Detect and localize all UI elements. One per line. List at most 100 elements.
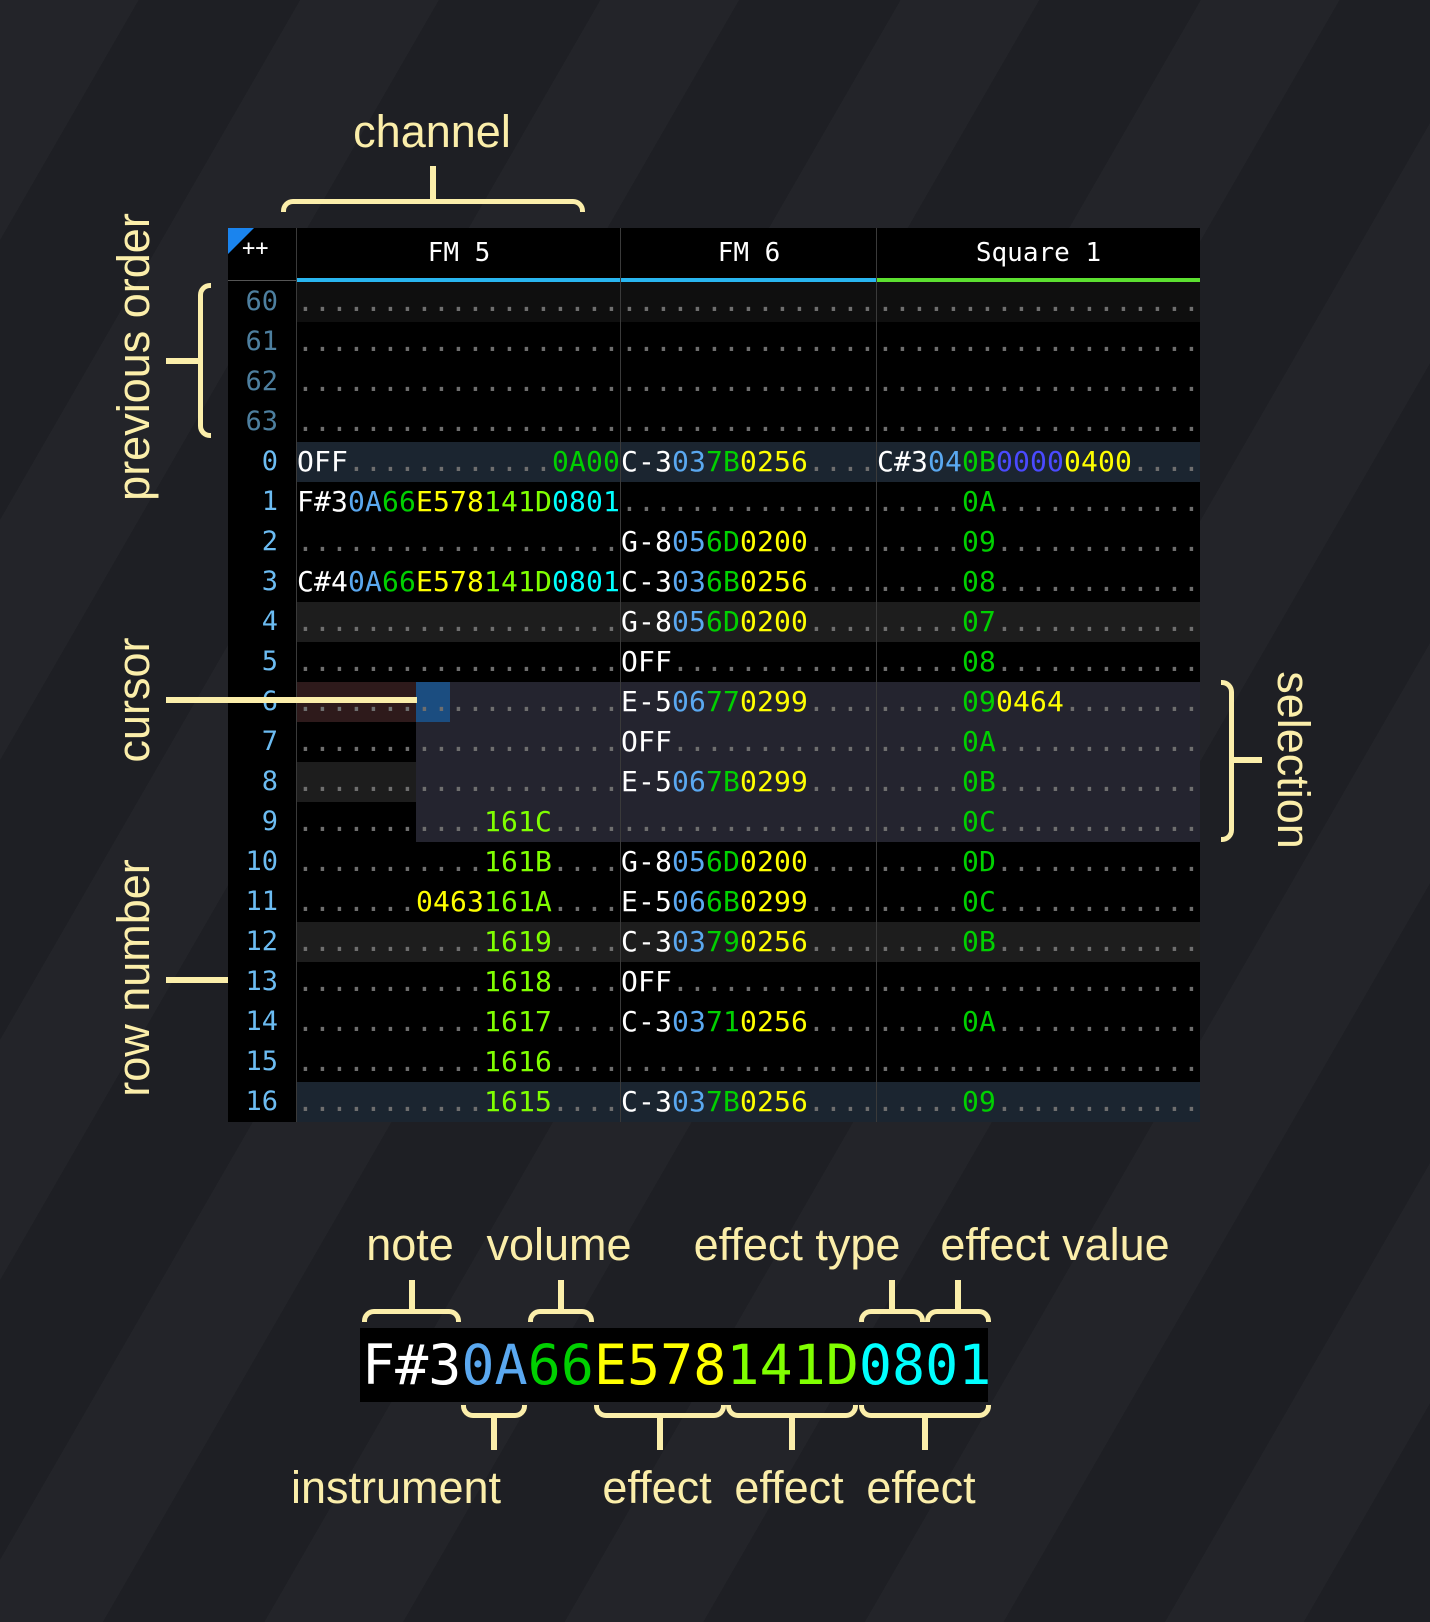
pattern-cell[interactable]: .....0D............ <box>877 842 1200 882</box>
pattern-row[interactable] <box>228 1082 1200 1122</box>
pattern-cell[interactable]: ................... <box>877 362 1200 402</box>
pattern-cell[interactable]: ................... <box>877 282 1200 322</box>
pattern-cell[interactable]: .....0A............ <box>877 722 1200 762</box>
pattern-cell[interactable]: ................... <box>297 402 620 442</box>
cell-char: D <box>535 565 552 598</box>
pattern-cell[interactable]: ................... <box>297 642 620 682</box>
pattern-cell[interactable]: ................... <box>877 402 1200 442</box>
pattern-cell[interactable]: .....09............ <box>877 1082 1200 1122</box>
cell-char: 1 <box>484 965 501 998</box>
pattern-cell[interactable]: OFF............ <box>621 722 876 762</box>
pattern-cell[interactable]: ................... <box>297 322 620 362</box>
cursor[interactable] <box>416 682 450 722</box>
pattern-cell[interactable]: C-303710256.... <box>621 1002 876 1042</box>
pattern-row[interactable] <box>228 602 1200 642</box>
pattern-cell[interactable]: E-5067B0299.... <box>621 762 876 802</box>
cell-char: D <box>723 605 740 638</box>
pattern-cell[interactable]: ................... <box>297 362 620 402</box>
pattern-cell[interactable]: ............... <box>621 322 876 362</box>
empty-dot: . <box>791 1045 808 1078</box>
pattern-cell[interactable]: G-8056D0200.... <box>621 602 876 642</box>
previous-order-bracket <box>198 283 211 438</box>
pattern-cell[interactable]: ...........1618.... <box>297 962 620 1002</box>
cell-char: 0 <box>791 605 808 638</box>
pattern-cell[interactable]: C-3037B0256.... <box>621 1082 876 1122</box>
pattern-cell[interactable]: .....0C............ <box>877 802 1200 842</box>
empty-dot: . <box>1081 565 1098 598</box>
pattern-cell[interactable]: ................... <box>297 722 620 762</box>
pattern-editor[interactable]: ++ FM 5 FM 6 Square 1 6 0................… <box>228 228 1200 1122</box>
cell-char: 0 <box>586 485 603 518</box>
pattern-cell[interactable]: ................... <box>297 522 620 562</box>
empty-dot: . <box>586 725 603 758</box>
empty-dot: . <box>706 725 723 758</box>
cell-char: F <box>655 645 672 678</box>
pattern-cell[interactable]: ............... <box>621 1042 876 1082</box>
pattern-cell[interactable]: OFF............0A00 <box>297 442 620 482</box>
pattern-cell[interactable]: .....0B............ <box>877 922 1200 962</box>
pattern-cell[interactable]: ...........1619.... <box>297 922 620 962</box>
empty-dot: . <box>314 925 331 958</box>
pattern-cell[interactable]: ............... <box>621 402 876 442</box>
pattern-cell[interactable]: .....08............ <box>877 642 1200 682</box>
pattern-cell[interactable]: E-5066B0299.... <box>621 882 876 922</box>
empty-dot: . <box>1064 845 1081 878</box>
pattern-cell[interactable]: G-8056D0200.... <box>621 842 876 882</box>
pattern-cell[interactable]: .....07............ <box>877 602 1200 642</box>
empty-dot: . <box>1183 925 1200 958</box>
pattern-row[interactable] <box>228 922 1200 962</box>
selection-area[interactable] <box>416 682 1200 842</box>
empty-dot: . <box>1132 285 1149 318</box>
pattern-cell[interactable]: C#3040B00000400.... <box>877 442 1200 482</box>
channel-header-fm5[interactable]: FM 5 <box>297 228 621 282</box>
pattern-cell[interactable]: E-506770299.... <box>621 682 876 722</box>
pattern-cell[interactable]: ...........1615.... <box>297 1082 620 1122</box>
empty-dot: . <box>586 405 603 438</box>
pattern-cell[interactable]: ................... <box>297 602 620 642</box>
pattern-cell[interactable]: ................... <box>297 282 620 322</box>
channel-header-square1[interactable]: Square 1 <box>877 228 1200 282</box>
empty-dot: . <box>859 885 876 918</box>
pattern-cell[interactable]: .....09............ <box>877 522 1200 562</box>
effect-type-label: effect type <box>693 1219 901 1270</box>
pattern-cell[interactable]: C-303790256.... <box>621 922 876 962</box>
pattern-cell[interactable]: OFF............ <box>621 962 876 1002</box>
pattern-cell[interactable]: ................... <box>877 322 1200 362</box>
empty-dot: . <box>655 405 672 438</box>
pattern-cell[interactable]: .....0C............ <box>877 882 1200 922</box>
pattern-cell[interactable]: ............... <box>621 282 876 322</box>
pattern-cell[interactable]: .....0A............ <box>877 1002 1200 1042</box>
cell-char: 6 <box>501 925 518 958</box>
pattern-cell[interactable]: ...........161C.... <box>297 802 620 842</box>
pattern-cell[interactable]: F#30A66E578141D0801 <box>297 482 620 522</box>
pattern-cell[interactable]: .....0B............ <box>877 762 1200 802</box>
pattern-cell[interactable]: C#40A66E578141D0801 <box>297 562 620 602</box>
cell-char: 0 <box>962 525 979 558</box>
pattern-row[interactable] <box>228 282 1200 322</box>
pattern-cell[interactable]: ................... <box>877 1042 1200 1082</box>
pattern-cell[interactable]: .....0A............ <box>877 482 1200 522</box>
pattern-cell[interactable]: ................... <box>297 762 620 802</box>
pattern-cell[interactable]: OFF............ <box>621 642 876 682</box>
cell-char: 8 <box>467 485 484 518</box>
pattern-cell[interactable]: ............... <box>621 362 876 402</box>
pattern-cell[interactable]: C-3036B0256.... <box>621 562 876 602</box>
row-number-label: row number <box>108 859 159 1097</box>
pattern-cell[interactable]: ............... <box>621 482 876 522</box>
pattern-cell[interactable]: ................... <box>877 962 1200 1002</box>
pattern-cell[interactable]: ...........1617.... <box>297 1002 620 1042</box>
pattern-cell[interactable]: .....090464........ <box>877 682 1200 722</box>
pattern-cell[interactable]: G-8056D0200.... <box>621 522 876 562</box>
pattern-row[interactable] <box>228 442 1200 482</box>
pattern-cell[interactable]: ...........1616.... <box>297 1042 620 1082</box>
pattern-cell[interactable]: ............... <box>621 802 876 842</box>
expand-toggle-button[interactable]: ++ <box>242 236 269 261</box>
cell-char: 4 <box>433 885 450 918</box>
pattern-cell[interactable]: .....08............ <box>877 562 1200 602</box>
channel-header-fm6[interactable]: FM 6 <box>621 228 877 282</box>
pattern-cell[interactable]: ...........161B.... <box>297 842 620 882</box>
empty-dot: . <box>603 1085 620 1118</box>
empty-dot: . <box>382 645 399 678</box>
pattern-cell[interactable]: C-3037B0256.... <box>621 442 876 482</box>
pattern-cell[interactable]: .......0463161A.... <box>297 882 620 922</box>
